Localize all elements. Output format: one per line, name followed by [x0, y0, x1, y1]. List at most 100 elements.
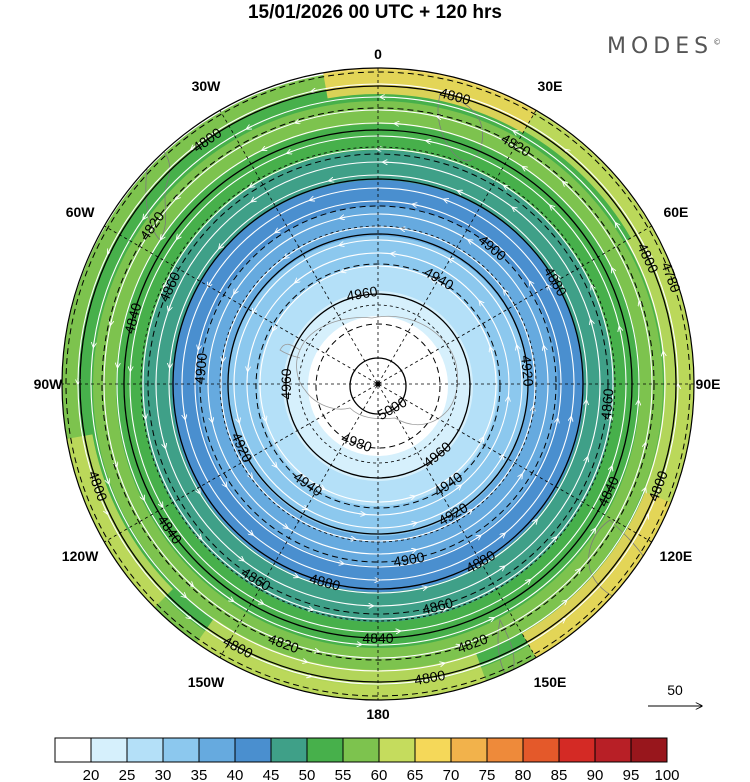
wind-arrow	[408, 496, 415, 498]
lon-label: 30E	[538, 78, 563, 94]
wind-arrow	[115, 460, 117, 467]
wind-arrow	[292, 575, 299, 577]
colorbar-swatch	[486, 737, 524, 763]
wind-arrow	[529, 281, 532, 286]
wind-arrow	[283, 525, 288, 528]
wind-arrow	[437, 116, 443, 117]
contour-line	[172, 178, 584, 590]
wind-arrow	[197, 488, 200, 493]
lon-label: 30W	[192, 78, 222, 94]
colorbar-tick: 100	[654, 767, 679, 782]
wind-arrow	[533, 519, 537, 524]
colorbar-tick: 75	[479, 767, 496, 782]
wind-arrow	[258, 601, 263, 604]
wind-arrow	[107, 477, 109, 484]
wind-arrow	[164, 442, 166, 448]
colorbar-swatch	[342, 737, 380, 763]
wind-arrow	[262, 148, 267, 151]
wind-arrow	[610, 416, 611, 422]
lon-label: 60W	[66, 204, 96, 220]
contour-label: 4900	[191, 352, 210, 385]
pole-marker	[375, 381, 381, 387]
wind-arrow	[648, 254, 651, 259]
contour-value: 4840	[362, 630, 393, 646]
colorbar-swatch	[54, 737, 92, 763]
longitude-labels: 0 30E 60E 90E 120E 150E 180 150W 120W 90W 60W 30W	[34, 46, 721, 722]
wind-arrow	[301, 661, 307, 662]
colorbar-swatch	[630, 737, 668, 763]
wind-arrow	[526, 580, 531, 584]
colorbar-swatch	[198, 737, 236, 763]
lon-label: 150E	[534, 674, 567, 690]
wind-arrow	[110, 319, 111, 325]
contour-label: 4960	[345, 283, 379, 304]
wind-arrow	[562, 600, 567, 604]
brand-name: MODES	[607, 34, 714, 59]
speed-maximum	[625, 226, 694, 503]
wind-arrow	[319, 487, 324, 490]
colorbar-tick: 45	[263, 767, 280, 782]
lon-label: 120W	[62, 548, 99, 564]
vector-scale-label: 50	[667, 682, 683, 698]
brand-logo: MODES©	[607, 34, 721, 59]
contour-line	[255, 263, 501, 509]
wind-arrow	[501, 455, 504, 460]
colorbar-tick: 35	[191, 767, 208, 782]
contour-line	[315, 323, 441, 449]
colorbar-swatch	[558, 737, 596, 763]
wind-arrow	[273, 325, 276, 330]
wind-arrow	[400, 229, 407, 230]
colorbar-swatch	[522, 737, 560, 763]
colorbar-swatch	[234, 737, 272, 763]
wind-arrow	[444, 199, 450, 201]
wind-arrow	[563, 182, 567, 186]
wind-arrow	[619, 327, 620, 333]
colorbar-swatch	[414, 737, 452, 763]
wind-arrow	[176, 195, 180, 199]
colorbar-tick: 20	[83, 767, 100, 782]
colorbar-tick: 40	[227, 767, 244, 782]
contour-value: 4800	[438, 84, 472, 108]
streamline	[155, 161, 601, 607]
wind-arrow	[557, 418, 558, 425]
wind-arrow	[302, 507, 307, 510]
wind-arrow	[313, 650, 319, 651]
wind-arrow	[341, 270, 348, 272]
wind-arrow	[238, 416, 240, 423]
wind-arrow	[337, 563, 344, 564]
contour-line	[123, 129, 633, 639]
antarctic-peninsula	[279, 343, 301, 359]
contour-label: 4860	[598, 388, 617, 421]
wind-arrow	[490, 347, 492, 354]
lon-label: 150W	[188, 674, 225, 690]
south-america-tip	[145, 147, 171, 241]
vector-scale: 50	[648, 682, 702, 706]
wind-arrow	[410, 523, 417, 525]
wind-arrow	[438, 676, 445, 677]
contour-value: 4840	[121, 301, 145, 335]
contour-value: 4860	[598, 388, 617, 421]
wind-arrow	[197, 535, 201, 540]
contour-line	[101, 107, 655, 661]
wind-arrow	[307, 608, 313, 610]
wind-arrow	[639, 301, 641, 308]
wind-arrow	[391, 254, 397, 255]
wind-arrow	[570, 417, 571, 423]
contour-value: 4800	[413, 667, 447, 688]
colorbar-swatch	[126, 737, 164, 763]
colorbar-tick: 55	[335, 767, 352, 782]
wind-arrow	[145, 412, 146, 419]
contour-line	[79, 85, 677, 683]
wind-arrow	[612, 268, 615, 273]
wind-arrow	[394, 631, 401, 632]
wind-arrow	[544, 346, 545, 352]
contour-label: 4860	[420, 594, 454, 618]
wind-arrow	[191, 146, 196, 150]
wind-arrow	[439, 609, 446, 611]
wind-arrow	[449, 259, 454, 262]
lon-label: 180	[366, 706, 390, 722]
contour-value: 4920	[518, 355, 537, 388]
contour-line	[227, 233, 529, 535]
wind-arrow	[248, 365, 249, 371]
